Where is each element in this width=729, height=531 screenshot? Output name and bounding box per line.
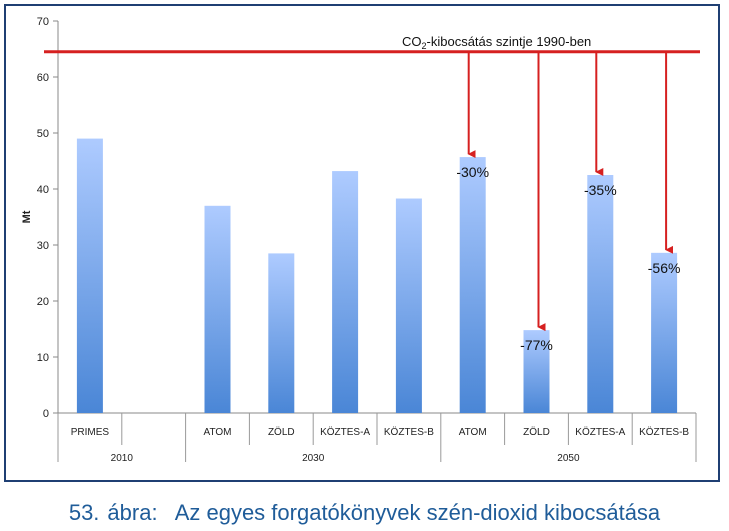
x-tick-label: KÖZTES-A	[575, 426, 625, 438]
y-tick-label: 30	[37, 240, 49, 252]
reference-line-label: CO2-kibocsátás szintje 1990-ben	[402, 34, 591, 51]
bar	[587, 175, 614, 413]
y-tick-label: 20	[37, 296, 49, 308]
bar	[459, 157, 486, 413]
x-tick-label: PRIMES	[71, 427, 110, 438]
x-tick-label: ZÖLD	[268, 426, 295, 438]
x-tick-label: KÖZTES-A	[320, 426, 370, 438]
bar	[523, 330, 550, 413]
reduction-label: -35%	[584, 182, 617, 198]
figure-caption: 53. ábra: Az egyes forgatókönyvek szén-di…	[0, 500, 729, 526]
reduction-label: -77%	[520, 337, 553, 353]
caption-text: ábra: Az egyes forgatókönyvek szén-dioxi…	[107, 500, 661, 525]
x-group-label: 2010	[111, 453, 134, 464]
x-tick-label: ZÖLD	[523, 426, 550, 438]
chart-frame: 0 10 20 30 40 50 60 70 Mt PRIMES ATOM ZÖLD KÖZTES-A K…	[4, 4, 720, 482]
x-tick-label: ATOM	[204, 427, 232, 438]
caption-number: 53.	[68, 500, 100, 525]
y-tick-label: 50	[37, 128, 49, 140]
x-tick-label: ATOM	[459, 427, 487, 438]
reduction-label: -56%	[648, 260, 681, 276]
reduction-label: -30%	[456, 164, 489, 180]
bar	[332, 171, 359, 413]
bar	[651, 252, 678, 413]
bar	[395, 198, 422, 413]
y-tick-label: 0	[43, 408, 49, 420]
y-axis-label: Mt	[21, 210, 33, 223]
x-tick-label: KÖZTES-B	[384, 426, 434, 438]
y-tick-label: 10	[37, 352, 49, 364]
y-tick-label: 40	[37, 184, 49, 196]
y-tick-label: 70	[37, 16, 49, 28]
x-group-label: 2030	[302, 453, 325, 464]
x-group-label: 2050	[557, 453, 580, 464]
bar	[204, 205, 231, 413]
bar	[76, 138, 103, 413]
x-tick-label: KÖZTES-B	[639, 426, 689, 438]
bar	[268, 253, 295, 413]
y-tick-label: 60	[37, 72, 49, 84]
